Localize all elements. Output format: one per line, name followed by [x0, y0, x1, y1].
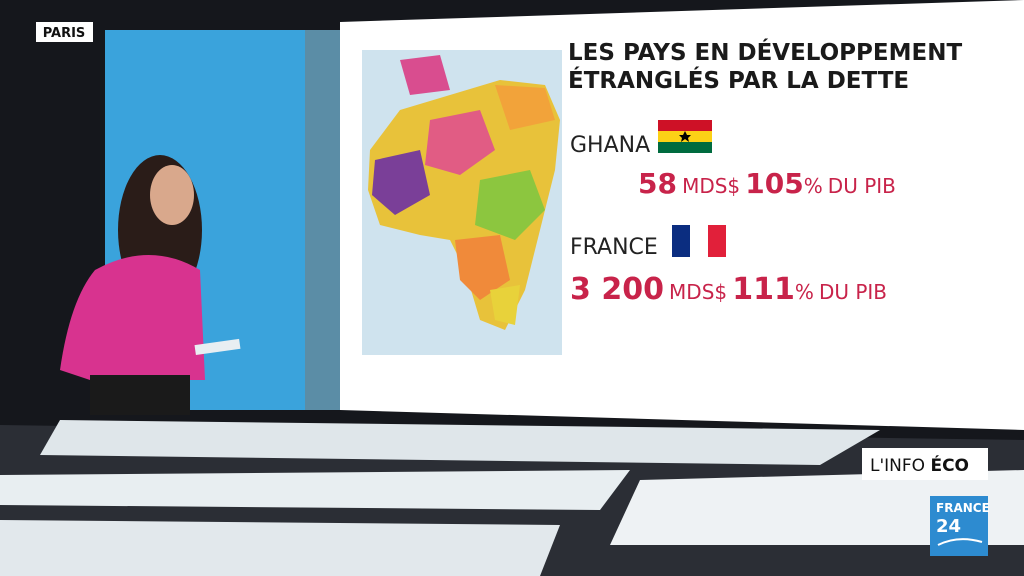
- desk-surface: [40, 420, 880, 465]
- ratio-unit: %: [804, 174, 823, 198]
- flag-stripe: [672, 225, 690, 257]
- ratio-value: 111: [732, 272, 795, 307]
- country-name: FRANCE: [570, 235, 658, 260]
- map-country: [490, 285, 520, 325]
- presenter: [60, 155, 241, 415]
- ratio-unit: %: [795, 280, 814, 304]
- program-name: L'INFO: [870, 456, 925, 476]
- logo-line1: FRANCE: [936, 501, 990, 515]
- ratio-suffix: DU PIB: [828, 174, 896, 198]
- desk-surface: [0, 470, 630, 510]
- debt-line: 3 200 MDS$ 111% DU PIB: [570, 272, 887, 307]
- desk-surface: [610, 470, 1024, 545]
- map-country: [495, 85, 555, 130]
- debt-line: 58 MDS$ 105% DU PIB: [638, 167, 896, 200]
- face: [150, 165, 194, 225]
- logo-line2: 24: [936, 516, 961, 537]
- ratio-suffix: DU PIB: [819, 280, 887, 304]
- location-box: [36, 22, 93, 42]
- program-highlight: ÉCO: [930, 454, 969, 476]
- map-country: [425, 110, 495, 175]
- ratio-value: 105: [745, 167, 803, 200]
- pink-top: [60, 255, 205, 380]
- flag-star: [679, 131, 691, 142]
- program-label: L'INFO ÉCO: [870, 454, 969, 476]
- flag-stripe: [658, 120, 712, 131]
- desk-surface: [0, 520, 560, 576]
- trousers: [90, 375, 190, 415]
- program-box: [862, 448, 988, 480]
- debt-value: 58: [638, 167, 677, 200]
- screen-edge: [305, 30, 340, 410]
- debt-unit: MDS$: [682, 174, 740, 198]
- flag-stripe: [658, 142, 712, 153]
- ghana-flag: [658, 120, 712, 153]
- debt-value: 3 200: [570, 272, 664, 307]
- flag-stripe: [708, 225, 726, 257]
- headline: LES PAYS EN DÉVELOPPEMENT: [568, 38, 962, 66]
- map-land: [368, 80, 560, 330]
- notes: [194, 338, 241, 356]
- map-country: [475, 170, 545, 240]
- headline: ÉTRANGLÉS PAR LA DETTE: [568, 66, 909, 94]
- africa-map: [362, 50, 562, 355]
- location: PARIS: [43, 26, 86, 41]
- france-flag: [672, 225, 726, 257]
- flag-stripe: [690, 225, 708, 257]
- debt-unit: MDS$: [669, 280, 727, 304]
- map-country: [400, 55, 450, 95]
- map-country: [372, 150, 430, 215]
- logo-swoosh: [937, 538, 983, 546]
- country-name: GHANA: [570, 133, 650, 158]
- logo-box: [930, 496, 988, 556]
- map-country: [455, 235, 510, 300]
